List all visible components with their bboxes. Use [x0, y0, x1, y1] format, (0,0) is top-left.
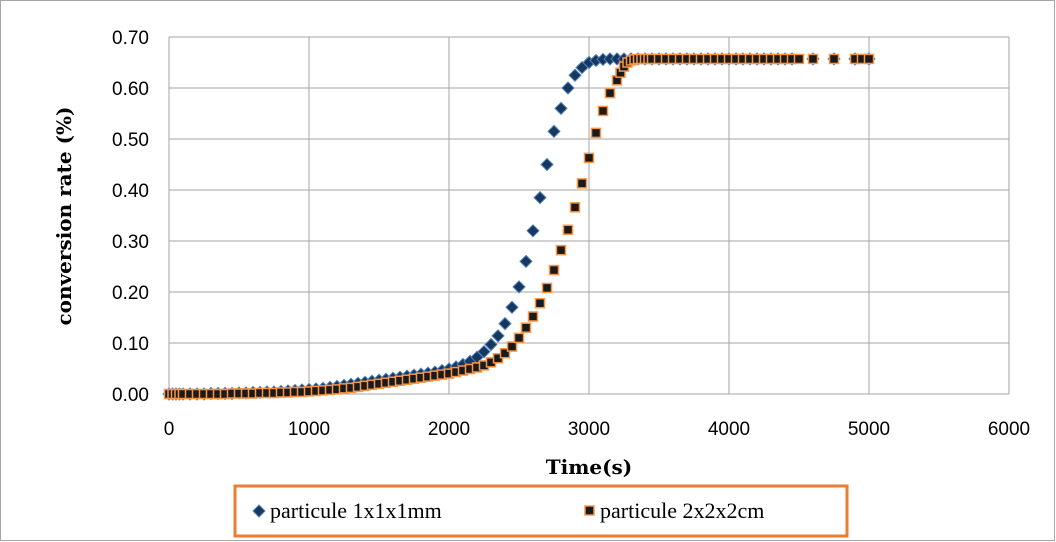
- data-point-square: [604, 87, 616, 99]
- x-axis-tick-labels: 0 1000 2000 3000 4000 5000 6000: [164, 419, 1030, 440]
- data-point-diamond: [526, 224, 540, 238]
- data-point-square: [807, 53, 819, 65]
- data-point-square: [597, 105, 609, 117]
- series-2: [163, 53, 875, 400]
- data-point-square: [555, 244, 567, 256]
- data-point-diamond: [498, 316, 512, 331]
- series-1: [162, 52, 876, 401]
- data-point-square: [520, 322, 532, 333]
- data-point-square: [562, 224, 574, 236]
- data-point-square: [793, 53, 805, 65]
- y-tick-label: 0.30: [112, 232, 149, 253]
- y-tick-label: 0.10: [112, 334, 149, 355]
- data-point-square: [863, 53, 875, 65]
- data-point-square: [569, 202, 581, 213]
- legend-marker-square: [584, 505, 595, 516]
- y-tick-label: 0.60: [112, 79, 149, 100]
- data-point-diamond: [491, 329, 505, 343]
- y-tick-label: 0.40: [112, 181, 149, 202]
- x-tick-label: 1000: [288, 419, 330, 440]
- x-tick-label: 4000: [708, 419, 750, 440]
- data-point-diamond: [519, 254, 533, 269]
- data-point-diamond: [505, 300, 519, 315]
- y-tick-label: 0.00: [112, 385, 149, 406]
- data-point-square: [548, 264, 560, 276]
- legend-label-series-2: particule 2x2x2cm: [600, 498, 764, 523]
- data-point-square: [513, 332, 525, 344]
- data-point-diamond: [512, 280, 526, 294]
- x-tick-label: 2000: [428, 419, 470, 440]
- y-tick-label: 0.20: [112, 283, 149, 304]
- data-point-diamond: [533, 190, 547, 205]
- data-point-diamond: [477, 344, 491, 359]
- x-axis-title: Time(s): [546, 455, 633, 479]
- gridlines: [168, 36, 1010, 395]
- x-tick-label: 0: [164, 419, 175, 440]
- data-point-square: [590, 127, 602, 139]
- data-point-square: [828, 53, 840, 65]
- legend-marker-diamond: [252, 504, 266, 518]
- data-point-diamond: [568, 68, 582, 82]
- data-point-diamond: [561, 81, 575, 95]
- y-axis-title: conversion rate (%): [52, 107, 76, 326]
- data-point-square: [576, 178, 588, 189]
- legend: particule 1x1x1mm particule 2x2x2cm: [233, 484, 849, 538]
- x-tick-label: 6000: [988, 419, 1030, 440]
- legend-label-series-1: particule 1x1x1mm: [270, 498, 442, 523]
- data-point-diamond: [540, 157, 554, 172]
- data-point-square: [499, 347, 511, 359]
- legend-box: [233, 484, 849, 538]
- x-tick-label: 5000: [848, 419, 890, 440]
- data-point-square: [534, 297, 546, 309]
- data-point-diamond: [547, 124, 561, 139]
- data-point-diamond: [484, 337, 498, 352]
- data-series: [162, 52, 876, 401]
- data-point-square: [527, 311, 539, 322]
- y-axis-tick-labels: 0.00 0.10 0.20 0.30 0.40 0.50 0.60 0.70: [112, 28, 149, 406]
- x-tick-label: 3000: [568, 419, 610, 440]
- data-point-square: [583, 152, 595, 164]
- data-point-diamond: [554, 101, 568, 116]
- y-tick-label: 0.50: [112, 130, 149, 151]
- data-point-square: [506, 341, 518, 352]
- data-point-square: [541, 282, 553, 294]
- y-tick-label: 0.70: [112, 28, 149, 49]
